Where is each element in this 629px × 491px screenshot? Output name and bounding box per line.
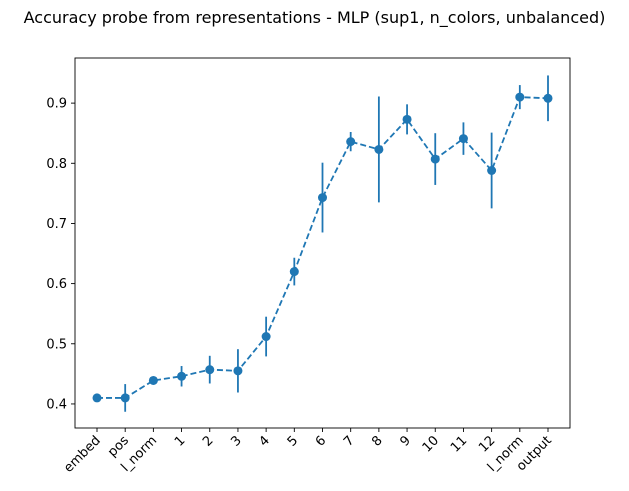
x-tick-label: 11 (448, 433, 470, 455)
data-point (205, 365, 215, 375)
data-point (120, 393, 130, 403)
data-point (318, 193, 327, 203)
data-point (148, 375, 158, 385)
data-point (92, 393, 102, 403)
x-tick-label: embed (61, 433, 104, 476)
series-line-accuracy (97, 96, 549, 399)
x-tick-label: 2 (200, 433, 216, 449)
data-point (458, 134, 468, 144)
x-tick-label: 4 (256, 433, 272, 449)
y-tick-label: 0.7 (46, 217, 67, 232)
data-markers (92, 92, 553, 403)
axes-frame (74, 57, 571, 429)
data-point (402, 114, 412, 124)
data-point (261, 332, 271, 342)
data-point (233, 366, 243, 376)
y-tick-label: 0.5 (46, 337, 67, 352)
x-tick-label: 1 (172, 433, 188, 449)
y-tick-label: 0.8 (46, 157, 67, 172)
data-point (346, 137, 356, 147)
x-tick-label: 7 (341, 433, 357, 449)
data-point (374, 144, 384, 154)
x-tick-label: 10 (420, 433, 442, 455)
chart-title: Accuracy probe from representations - ML… (23, 8, 606, 27)
x-tick-label: 6 (313, 433, 329, 449)
x-tick-label: 8 (369, 433, 385, 449)
y-tick-label: 0.6 (46, 277, 67, 292)
y-tick-label: 0.9 (46, 97, 67, 112)
x-tick-label: 5 (285, 433, 301, 449)
data-point (289, 267, 299, 277)
y-axis-ticks: 0.4 0.5 0.6 0.7 0.8 0.9 (46, 97, 75, 412)
x-tick-label: 12 (476, 433, 498, 455)
x-tick-label: 9 (397, 433, 413, 449)
data-point (515, 92, 525, 102)
y-tick-label: 0.4 (46, 397, 67, 412)
data-point (543, 93, 553, 103)
data-point (177, 371, 187, 381)
data-point (487, 166, 497, 176)
error-bars (124, 75, 549, 412)
x-tick-label: 3 (228, 433, 244, 449)
data-point (430, 154, 440, 164)
